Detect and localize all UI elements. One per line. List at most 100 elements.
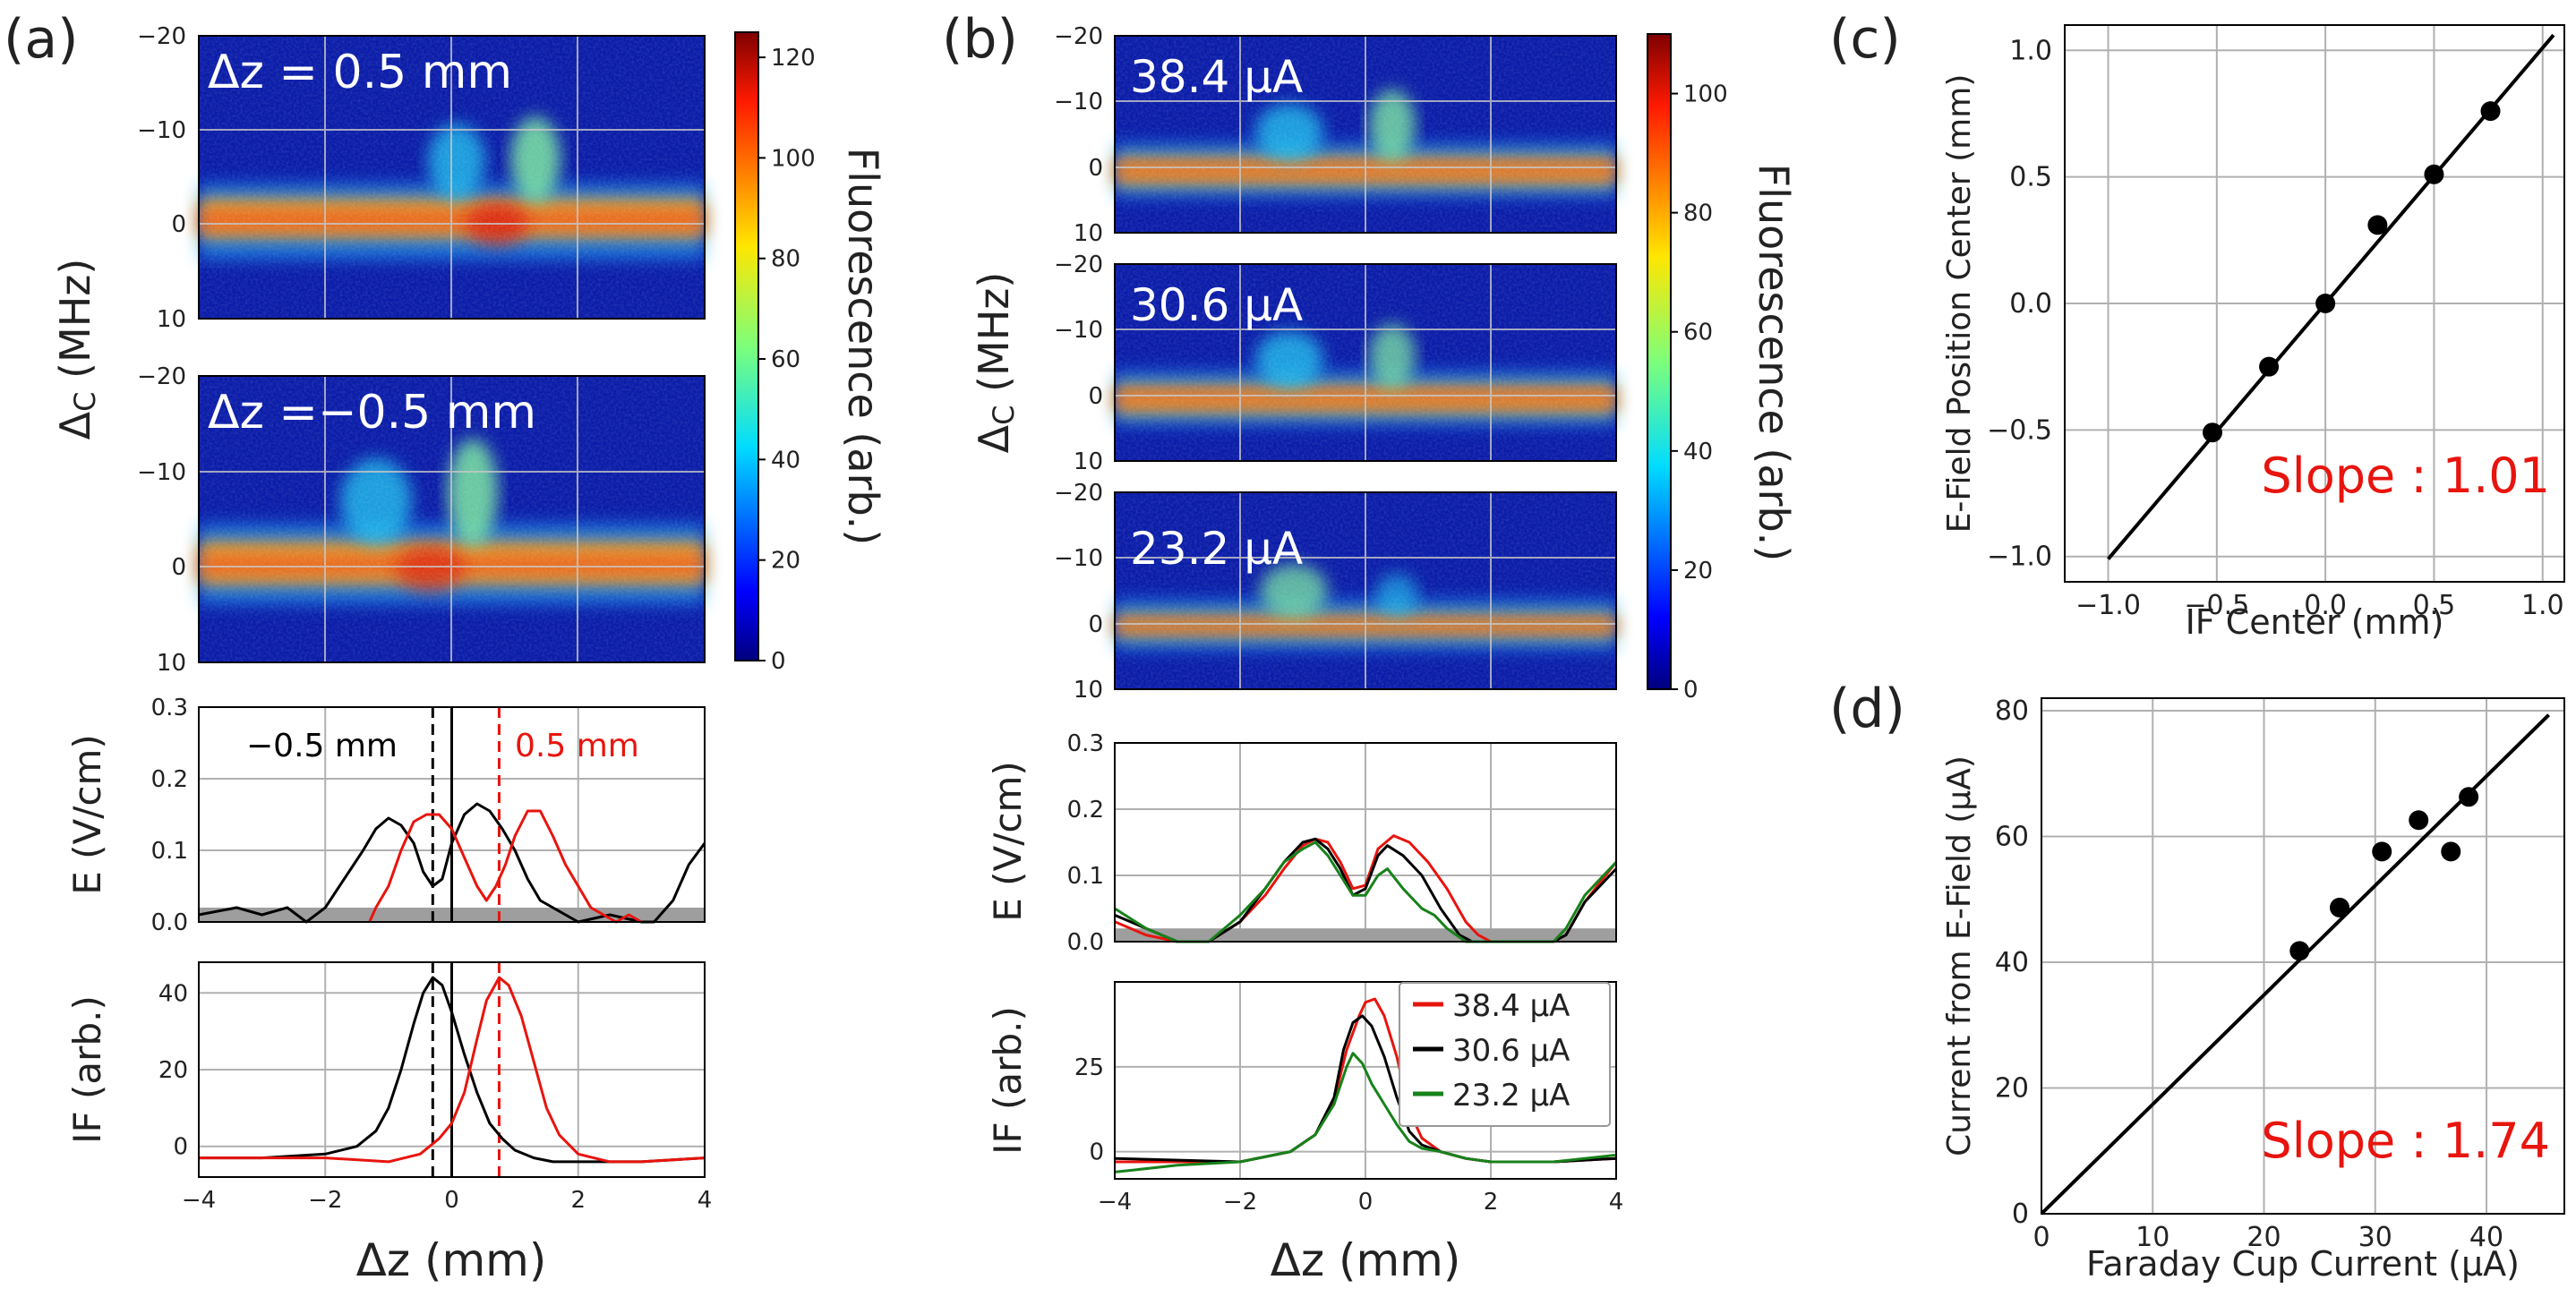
heatmap-grid bbox=[1115, 36, 1616, 233]
heatmap-label: 23.2 μA bbox=[1130, 523, 1303, 575]
y-tick: 20 bbox=[158, 1057, 188, 1084]
x-axis-label: Δz (mm) bbox=[356, 1234, 547, 1286]
heatmap-y-ticks: −20 −10 0 10 bbox=[1054, 23, 1103, 247]
data-point bbox=[2409, 810, 2429, 831]
y-tick: 0 bbox=[1089, 1139, 1104, 1166]
colorbar-tick: 20 bbox=[771, 548, 800, 575]
legend-label: 38.4 μA bbox=[1452, 988, 1570, 1024]
annotation-minus: −0.5 mm bbox=[246, 728, 398, 764]
x-tick: −4 bbox=[1098, 1189, 1132, 1216]
colorbar-tick: 100 bbox=[1683, 81, 1728, 108]
series-line-1 bbox=[199, 976, 706, 1164]
x-tick: 20 bbox=[2247, 1222, 2281, 1253]
y-tick: −10 bbox=[1054, 317, 1103, 344]
x-tick: −1.0 bbox=[2075, 590, 2141, 621]
y-axis-label-delta-c: ΔC (MHz) bbox=[51, 259, 102, 440]
x-tick: 1.0 bbox=[2521, 590, 2564, 621]
data-point bbox=[2424, 164, 2444, 184]
panel-b: 38.4 μA −20 −10 0 10 30.6 μA −20 bbox=[970, 23, 1798, 1286]
annotation-plus: 0.5 mm bbox=[515, 728, 639, 764]
y-axis-label-e: E (V/cm) bbox=[986, 761, 1030, 922]
if-plot-b: 0 25 −4 −2 0 2 4 38.4 μA 30.6 μA 23.2 μA IF (… bbox=[986, 981, 1623, 1286]
y-tick: 0.3 bbox=[1067, 730, 1104, 757]
panel-d: 0 20 40 60 80 0 10 20 30 40 Slope : 1.74 Faraday… bbox=[1941, 695, 2565, 1284]
y-tick: 40 bbox=[1995, 947, 2029, 978]
colorbar-tick: 60 bbox=[1683, 320, 1713, 346]
heatmap-grid bbox=[199, 376, 705, 662]
heatmap-y-ticks: −20 −10 0 10 bbox=[1054, 480, 1103, 704]
heatmap-label: 38.4 μA bbox=[1130, 51, 1303, 103]
x-axis-label: Faraday Cup Current (μA) bbox=[2086, 1244, 2520, 1284]
y-tick: 0.0 bbox=[2009, 288, 2052, 320]
y-axis-label-if: IF (arb.) bbox=[65, 995, 109, 1144]
y-tick: −20 bbox=[1054, 23, 1103, 50]
y-tick: −10 bbox=[1054, 89, 1103, 115]
y-tick: 1.0 bbox=[2009, 35, 2052, 66]
x-tick: −2 bbox=[308, 1187, 342, 1214]
x-tick: 2 bbox=[1484, 1189, 1499, 1216]
y-tick: 10 bbox=[1074, 677, 1103, 704]
y-tick: 0.1 bbox=[1067, 863, 1104, 890]
y-tick: 0.2 bbox=[151, 766, 188, 793]
colorbar-tick: 0 bbox=[1683, 677, 1699, 704]
x-tick: 0 bbox=[444, 1187, 459, 1214]
panel-label-b: (b) bbox=[942, 8, 1018, 71]
y-tick: 0 bbox=[2012, 1199, 2029, 1230]
y-tick: 0 bbox=[1088, 155, 1103, 182]
heatmap-label: Δz = 0.5 mm bbox=[208, 46, 512, 99]
y-tick: 0 bbox=[173, 1134, 188, 1161]
x-tick: 0 bbox=[1358, 1189, 1374, 1216]
colorbar-tick: 120 bbox=[771, 45, 816, 72]
x-tick: 0 bbox=[2033, 1222, 2050, 1253]
panel-c: −1.0 −0.5 0.0 0.5 1.0 −1.0 −0.5 0.0 0.5 1.0 Slop… bbox=[1941, 24, 2565, 642]
data-point bbox=[2441, 841, 2461, 862]
y-tick: 0.0 bbox=[151, 909, 188, 936]
y-tick: 10 bbox=[1074, 220, 1103, 247]
y-tick: 0.2 bbox=[1067, 797, 1104, 823]
colorbar-tick: 40 bbox=[1683, 439, 1713, 465]
y-tick: 0 bbox=[1088, 611, 1103, 638]
heatmap-y-ticks: −20 −10 0 10 bbox=[137, 23, 186, 333]
heatmap-a1: Δz = 0.5 mm −20 −10 0 10 bbox=[137, 23, 706, 333]
y-axis-label: E-Field Position Center (mm) bbox=[1941, 74, 1978, 533]
data-point bbox=[2315, 294, 2336, 313]
legend-label: 23.2 μA bbox=[1452, 1078, 1570, 1114]
y-tick: 0 bbox=[171, 211, 186, 238]
y-tick: 25 bbox=[1074, 1054, 1104, 1081]
y-tick: 10 bbox=[1074, 448, 1103, 475]
data-point bbox=[2459, 787, 2479, 807]
y-tick: −10 bbox=[137, 117, 186, 144]
y-tick: 0.1 bbox=[151, 838, 188, 865]
heatmap-b1: 38.4 μA −20 −10 0 10 bbox=[1054, 23, 1617, 247]
x-tick: 0.5 bbox=[2413, 590, 2456, 621]
y-tick: 0 bbox=[171, 554, 186, 581]
colorbar-a: 0 20 40 60 80 100 120 Fluorescence (arb.) bbox=[734, 31, 887, 675]
x-axis-label: IF Center (mm) bbox=[2186, 602, 2444, 642]
slope-annotation: Slope : 1.74 bbox=[2261, 1113, 2550, 1169]
series-line-2 bbox=[1114, 1052, 1617, 1173]
y-tick: 40 bbox=[158, 980, 188, 1007]
x-tick: 0.0 bbox=[2304, 590, 2347, 621]
data-point bbox=[2367, 215, 2388, 235]
series-line-1 bbox=[368, 809, 643, 924]
data-point bbox=[2480, 101, 2501, 122]
x-tick: 2 bbox=[570, 1187, 586, 1214]
noise-floor-shade bbox=[1115, 928, 1616, 942]
colorbar-tick: 0 bbox=[771, 648, 786, 675]
heatmap-a2: Δz =−0.5 mm −20 −10 0 10 bbox=[137, 363, 706, 677]
x-axis-label: Δz (mm) bbox=[1271, 1234, 1461, 1286]
x-tick: 10 bbox=[2135, 1222, 2169, 1253]
data-point bbox=[2202, 422, 2222, 443]
y-tick: 0.5 bbox=[2009, 162, 2052, 193]
panel-a: Δz = 0.5 mm −20 −10 0 10 Δz =−0.5 mm bbox=[51, 23, 887, 1286]
y-tick: −10 bbox=[1054, 545, 1103, 572]
y-axis-label: Current from E-Field (μA) bbox=[1941, 755, 1978, 1156]
colorbar-gradient bbox=[1647, 33, 1672, 690]
panel-label-a: (a) bbox=[4, 8, 79, 71]
y-tick: −1.0 bbox=[1987, 542, 2052, 573]
y-axis-label-if: IF (arb.) bbox=[986, 1006, 1030, 1155]
y-tick: 0.3 bbox=[151, 695, 188, 721]
y-tick: 80 bbox=[1995, 695, 2029, 727]
x-tick: −4 bbox=[182, 1187, 216, 1214]
